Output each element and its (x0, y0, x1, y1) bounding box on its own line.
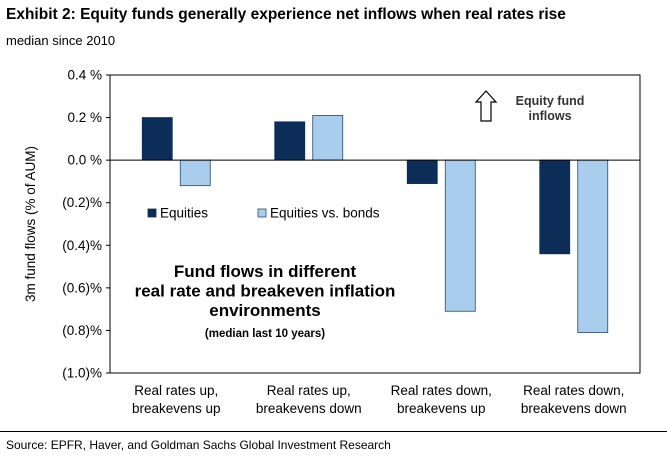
legend-swatch-0 (147, 208, 157, 218)
x-tick-label: breakevens down (521, 401, 627, 416)
x-tick-label: breakevens up (397, 401, 486, 416)
arrow-note-line: inflows (528, 109, 571, 123)
x-tick-label: breakevens down (256, 401, 362, 416)
box-title-line: real rate and breakeven inflation (135, 282, 396, 301)
legend-label-0: Equities (160, 206, 208, 221)
y-tick-label: 0.4 % (67, 68, 102, 83)
box-note: (median last 10 years) (205, 328, 325, 340)
y-tick-label: (0.4)% (62, 238, 102, 253)
bar-equities-0 (141, 117, 173, 161)
x-tick-label: Real rates up, (134, 383, 218, 398)
box-title-line: environments (209, 301, 320, 320)
y-tick-label: 0.0 % (67, 153, 102, 168)
source-note: Source: EPFR, Haver, and Goldman Sachs G… (6, 438, 391, 452)
y-tick-label: 0.2 % (67, 110, 102, 125)
bar-equities-vs-bonds-2 (444, 159, 476, 312)
legend-swatch-1 (257, 208, 267, 218)
x-tick-label: Real rates up, (267, 383, 351, 398)
bar-equities-vs-bonds-0 (179, 159, 211, 187)
box-title-line: Fund flows in different (174, 262, 357, 281)
bar-equities-vs-bonds-3 (577, 159, 609, 333)
y-tick-label: (0.2)% (62, 195, 102, 210)
x-tick-label: Real rates down, (391, 383, 492, 398)
x-tick-label: Real rates down, (523, 383, 624, 398)
y-axis-label: 3m fund flows (% of AUM) (23, 146, 38, 302)
legend-label-1: Equities vs. bonds (270, 206, 380, 221)
x-tick-label: breakevens up (132, 401, 221, 416)
bar-equities-3 (539, 159, 571, 255)
up-arrow-icon (474, 90, 498, 122)
y-tick-label: (1.0)% (62, 366, 102, 381)
bar-equities-1 (274, 121, 306, 161)
y-tick-label: (0.6)% (62, 280, 102, 295)
footer-rule (0, 431, 667, 432)
page-title: Exhibit 2: Equity funds generally experi… (6, 6, 566, 23)
plot-frame (109, 74, 641, 374)
page-subtitle: median since 2010 (6, 33, 116, 48)
arrow-note-line: Equity fund (516, 94, 585, 108)
bar-equities-vs-bonds-1 (312, 115, 344, 161)
bar-equities-2 (406, 159, 438, 184)
y-tick-label: (0.8)% (62, 323, 102, 338)
